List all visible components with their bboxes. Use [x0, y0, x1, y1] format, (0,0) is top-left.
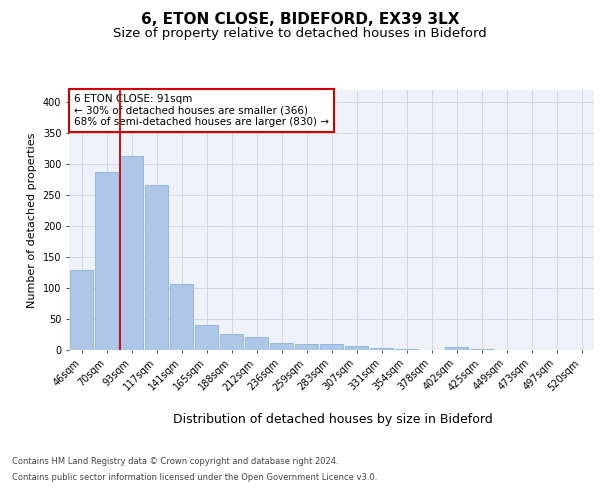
- Text: 6, ETON CLOSE, BIDEFORD, EX39 3LX: 6, ETON CLOSE, BIDEFORD, EX39 3LX: [141, 12, 459, 28]
- Text: Contains public sector information licensed under the Open Government Licence v3: Contains public sector information licen…: [12, 472, 377, 482]
- Bar: [345, 346, 368, 350]
- Text: 6 ETON CLOSE: 91sqm
← 30% of detached houses are smaller (366)
68% of semi-detac: 6 ETON CLOSE: 91sqm ← 30% of detached ho…: [74, 94, 329, 127]
- Text: Contains HM Land Registry data © Crown copyright and database right 2024.: Contains HM Land Registry data © Crown c…: [12, 458, 338, 466]
- Bar: [145, 186, 168, 350]
- Bar: [170, 284, 193, 350]
- Bar: [120, 156, 143, 350]
- Bar: [270, 343, 293, 350]
- Text: Size of property relative to detached houses in Bideford: Size of property relative to detached ho…: [113, 28, 487, 40]
- Bar: [70, 270, 93, 350]
- Bar: [445, 347, 468, 350]
- Bar: [295, 344, 318, 350]
- Bar: [220, 334, 243, 350]
- Bar: [320, 344, 343, 350]
- Y-axis label: Number of detached properties: Number of detached properties: [27, 132, 37, 308]
- Bar: [95, 172, 118, 350]
- Text: Distribution of detached houses by size in Bideford: Distribution of detached houses by size …: [173, 412, 493, 426]
- Bar: [370, 348, 393, 350]
- Bar: [195, 324, 218, 350]
- Bar: [245, 337, 268, 350]
